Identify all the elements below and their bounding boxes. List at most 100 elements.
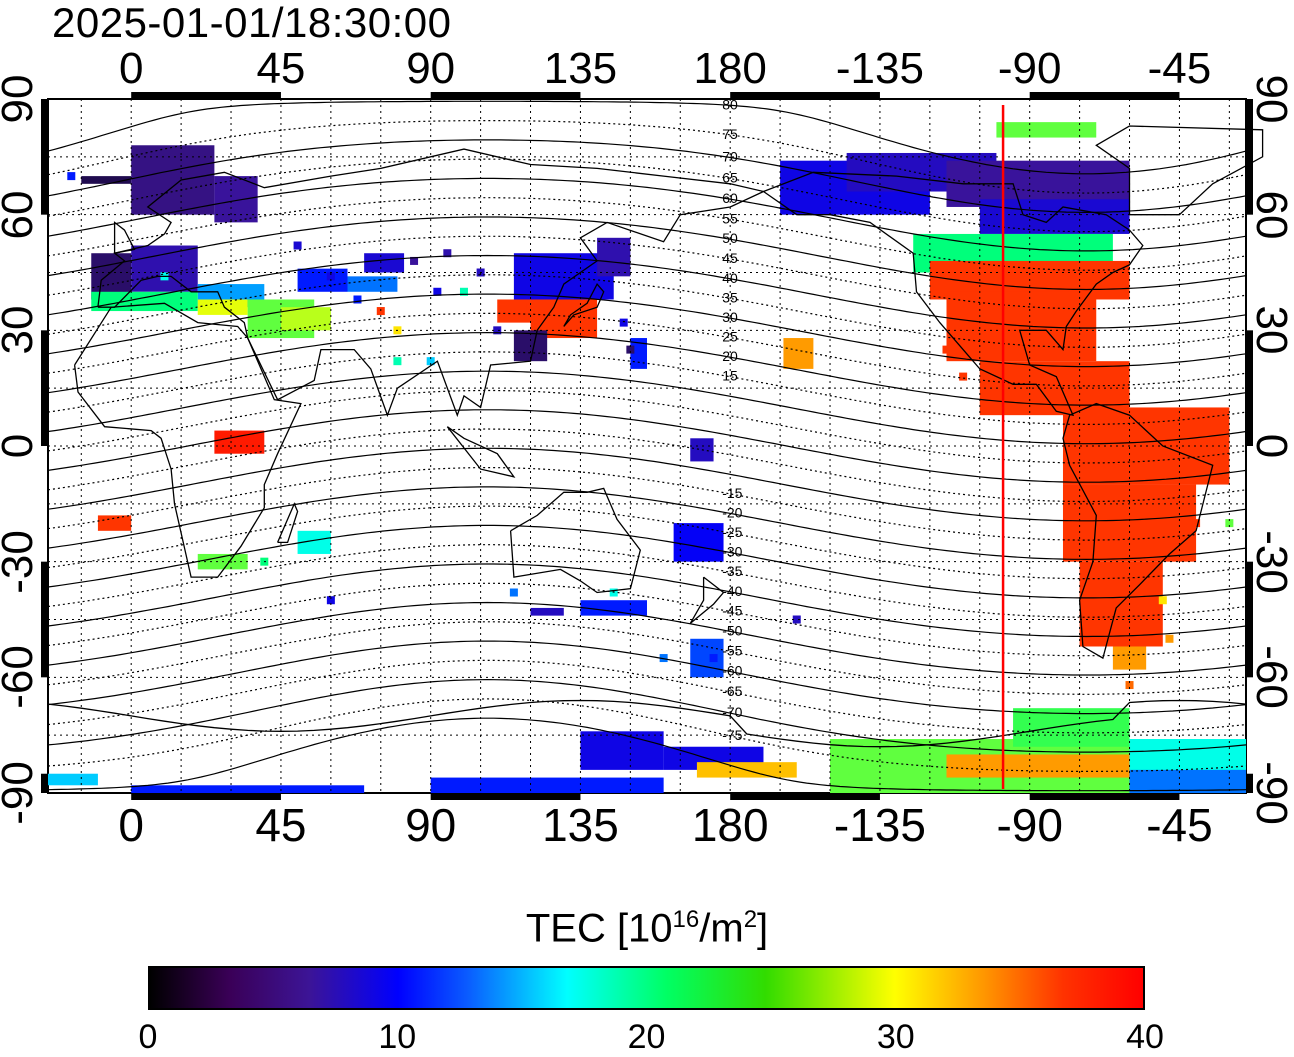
contour-label: -30 [722, 544, 742, 560]
tec-cell [792, 615, 801, 624]
right-tick-label: 0 [1247, 433, 1294, 459]
contour-label: -35 [722, 563, 742, 579]
tec-cell [626, 345, 635, 354]
tec-patch [673, 523, 724, 562]
tec-patch [48, 773, 98, 786]
left-tick-label: 60 [0, 190, 42, 240]
tec-cell [353, 295, 362, 304]
left-tick-label: 0 [0, 434, 42, 458]
left-tick-label: -60 [0, 645, 42, 710]
contour-label: 55 [722, 210, 738, 226]
top-tick-label: 45 [256, 44, 306, 93]
tec-cell [393, 357, 402, 366]
tec-cell [426, 357, 435, 366]
colorbar-tick-label: 40 [1126, 1018, 1164, 1056]
tec-cell [526, 303, 535, 312]
contour-label: -15 [722, 485, 742, 501]
antarctica-coastline [47, 699, 1247, 748]
geomag-contour [47, 698, 1247, 772]
top-tick-label: 135 [543, 44, 618, 93]
contour-label: -40 [722, 583, 742, 599]
right-tick-label: -30 [1247, 529, 1294, 594]
bot-tick-label: -90 [996, 799, 1063, 851]
coastline [73, 302, 302, 578]
geomag-contour [47, 370, 1247, 445]
left-tick-label: -30 [0, 529, 42, 594]
contour-label: 30 [722, 309, 738, 325]
frame-band-right [1246, 330, 1253, 446]
right-tick-label: 30 [1247, 305, 1294, 355]
right-tick-label: 90 [1247, 74, 1294, 124]
contour-label: 50 [722, 230, 738, 246]
contour-label: 60 [722, 190, 738, 206]
coastline [446, 426, 516, 478]
frame-band-right [1246, 99, 1253, 215]
tec-patch [197, 299, 248, 315]
contour-label: 35 [722, 289, 738, 305]
top-tick-label: -135 [835, 44, 924, 93]
tec-patch [497, 299, 531, 323]
geomag-contour [47, 216, 1247, 291]
contour-label: -55 [722, 642, 742, 658]
geomag-contour [47, 254, 1247, 329]
tec-patch [214, 176, 258, 223]
tec-cell [433, 287, 442, 296]
tec-patch [131, 145, 215, 215]
bot-tick-label: 135 [542, 799, 619, 851]
frame-band-top [131, 92, 281, 99]
geomag-contour [47, 717, 1247, 792]
bot-tick-label: 180 [691, 799, 769, 851]
tec-patch [996, 122, 1097, 138]
frame-band-right [1246, 561, 1253, 678]
coastline [563, 282, 605, 327]
tec-patch [580, 731, 664, 770]
top-tick-label: -90 [997, 44, 1062, 93]
contour-label: 40 [722, 270, 738, 286]
tec-cell [326, 596, 335, 605]
contour-label: 70 [722, 148, 738, 164]
contour-label: -20 [722, 504, 742, 520]
right-tick-label: -60 [1247, 645, 1294, 710]
bot-tick-label: 45 [255, 799, 307, 851]
left-tick-label: 30 [0, 305, 42, 355]
colorbar-tick-label: 10 [378, 1018, 417, 1056]
tec-patch [131, 785, 365, 793]
frame-band-left [41, 99, 48, 215]
colorbar-tick-label: 20 [627, 1018, 666, 1056]
contour-label: 80 [722, 96, 738, 112]
top-tick-label: 90 [406, 44, 456, 93]
tec-cell [326, 272, 335, 281]
contour-label: 45 [722, 250, 738, 266]
tec-cell [1192, 519, 1201, 528]
tec-patch [364, 253, 405, 273]
tec-cell [376, 307, 385, 316]
tec-patch [280, 307, 331, 331]
tec-patch [580, 600, 647, 616]
tec-patch [783, 338, 814, 369]
tec-cell [1165, 634, 1174, 643]
contour-label: -45 [722, 603, 742, 619]
geomag-contour [47, 640, 1247, 715]
contour-label: 15 [722, 368, 738, 384]
right-tick-label: 60 [1247, 190, 1294, 240]
tec-patch [1013, 708, 1130, 747]
tec-cell [493, 326, 502, 335]
bot-tick-label: -45 [1146, 799, 1213, 851]
frame-band-top [1029, 92, 1180, 99]
geomag-contour [47, 486, 1247, 561]
tec-patch [97, 515, 132, 531]
tec-cell [942, 345, 951, 354]
frame-band-top [730, 92, 880, 99]
frame-band-top [430, 92, 581, 99]
contour-label: 75 [722, 126, 738, 142]
bot-tick-label: 0 [118, 799, 144, 851]
map-title: 2025-01-01/18:30:00 [52, 0, 452, 46]
tec-cell [1125, 681, 1134, 690]
bot-tick-label: 90 [405, 799, 457, 851]
left-tick-label: 90 [0, 74, 42, 124]
geomag-contour [47, 563, 1247, 638]
tec-patch [946, 754, 1130, 778]
bot-tick-label: -135 [833, 799, 926, 851]
geomag-contour [47, 409, 1247, 483]
